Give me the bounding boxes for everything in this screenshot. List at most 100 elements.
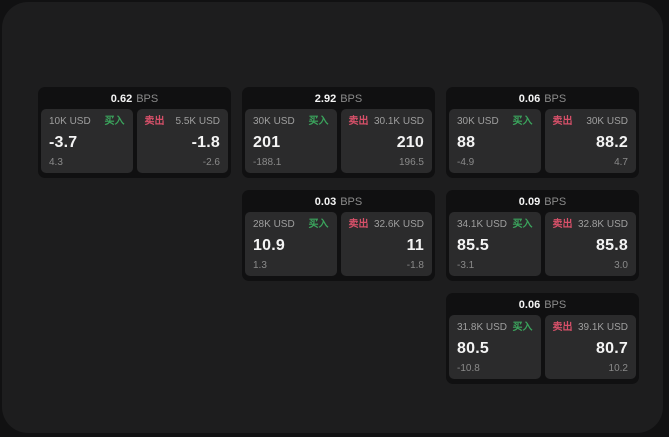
buy-tile-top: 28K USD 买入 [253, 219, 329, 230]
spread-value: 0.06 [518, 299, 541, 311]
spread-unit: BPS [340, 93, 363, 105]
sell-skew: -1.8 [406, 260, 424, 271]
quote-card-1: 0.62 BPS 10K USD 买入 -3.7 4.3 卖出 5.5K USD… [38, 87, 231, 178]
spread-value: 0.62 [110, 93, 133, 105]
sell-notional: 30K USD [586, 116, 628, 127]
spread-value: 0.03 [314, 196, 337, 208]
buy-notional: 10K USD [49, 116, 91, 127]
sell-notional: 5.5K USD [175, 116, 220, 127]
buy-price: 85.5 [457, 236, 489, 254]
buy-notional: 30K USD [457, 116, 499, 127]
buy-notional: 30K USD [253, 116, 295, 127]
buy-tile-top: 34.1K USD 买入 [457, 219, 533, 230]
sell-tile[interactable]: 卖出 5.5K USD -1.8 -2.6 [136, 109, 228, 173]
spread-header: 0.03 BPS [245, 192, 432, 212]
spread-unit: BPS [136, 93, 159, 105]
sell-notional: 39.1K USD [577, 322, 628, 333]
spread-unit: BPS [544, 299, 567, 311]
buy-skew: 4.3 [49, 157, 63, 168]
buy-side-label: 买入 [308, 116, 329, 127]
spread-value: 0.09 [518, 196, 541, 208]
quote-card-2: 2.92 BPS 30K USD 买入 201 -188.1 卖出 30.1K … [242, 87, 435, 178]
quote-card-6: 0.06 BPS 31.8K USD 买入 80.5 -10.8 卖出 39.1… [446, 293, 639, 384]
buy-skew: -188.1 [253, 157, 282, 168]
sell-price: 80.7 [596, 339, 628, 357]
buy-tile-top: 10K USD 买入 [49, 116, 125, 127]
quote-body: 30K USD 买入 201 -188.1 卖出 30.1K USD 210 1… [245, 109, 432, 173]
sell-tile[interactable]: 卖出 30K USD 88.2 4.7 [544, 109, 636, 173]
buy-notional: 34.1K USD [457, 219, 508, 230]
buy-tile-top: 31.8K USD 买入 [457, 322, 533, 333]
sell-skew: -2.6 [202, 157, 220, 168]
sell-price: 88.2 [596, 133, 628, 151]
sell-skew: 3.0 [614, 260, 628, 271]
spread-value: 0.06 [518, 93, 541, 105]
quote-body: 10K USD 买入 -3.7 4.3 卖出 5.5K USD -1.8 -2.… [41, 109, 228, 173]
sell-tile[interactable]: 卖出 32.6K USD 11 -1.8 [340, 212, 432, 276]
buy-skew: -3.1 [457, 260, 475, 271]
spread-value: 2.92 [314, 93, 337, 105]
sell-tile[interactable]: 卖出 32.8K USD 85.8 3.0 [544, 212, 636, 276]
sell-tile-top: 卖出 32.8K USD [553, 219, 629, 230]
buy-tile[interactable]: 30K USD 买入 201 -188.1 [245, 109, 337, 173]
buy-tile[interactable]: 10K USD 买入 -3.7 4.3 [41, 109, 133, 173]
buy-skew: -4.9 [457, 157, 475, 168]
sell-side-label: 卖出 [552, 219, 573, 230]
buy-side-label: 买入 [308, 219, 329, 230]
sell-tile-top: 卖出 5.5K USD [145, 116, 221, 127]
buy-price: 80.5 [457, 339, 489, 357]
spread-header: 2.92 BPS [245, 89, 432, 109]
buy-side-label: 买入 [512, 116, 533, 127]
quote-card-5: 0.09 BPS 34.1K USD 买入 85.5 -3.1 卖出 32.8K… [446, 190, 639, 281]
sell-side-label: 卖出 [348, 116, 369, 127]
quote-card-4: 0.03 BPS 28K USD 买入 10.9 1.3 卖出 32.6K US… [242, 190, 435, 281]
buy-tile[interactable]: 34.1K USD 买入 85.5 -3.1 [449, 212, 541, 276]
buy-notional: 31.8K USD [457, 322, 508, 333]
buy-price: 201 [253, 133, 281, 151]
pricing-panel: 0.62 BPS 10K USD 买入 -3.7 4.3 卖出 5.5K USD… [2, 2, 663, 433]
quote-card-3: 0.06 BPS 30K USD 买入 88 -4.9 卖出 30K USD 8… [446, 87, 639, 178]
sell-side-label: 卖出 [144, 116, 165, 127]
spread-unit: BPS [544, 196, 567, 208]
sell-price: 11 [406, 236, 424, 254]
buy-tile[interactable]: 31.8K USD 买入 80.5 -10.8 [449, 315, 541, 379]
buy-tile[interactable]: 30K USD 买入 88 -4.9 [449, 109, 541, 173]
sell-notional: 30.1K USD [373, 116, 424, 127]
buy-side-label: 买入 [512, 322, 533, 333]
sell-skew: 196.5 [398, 157, 424, 168]
buy-price: -3.7 [49, 133, 78, 151]
quote-body: 30K USD 买入 88 -4.9 卖出 30K USD 88.2 4.7 [449, 109, 636, 173]
sell-price: -1.8 [191, 133, 220, 151]
spread-header: 0.06 BPS [449, 295, 636, 315]
spread-unit: BPS [544, 93, 567, 105]
sell-tile-top: 卖出 32.6K USD [349, 219, 425, 230]
sell-price: 85.8 [596, 236, 628, 254]
spread-header: 0.62 BPS [41, 89, 228, 109]
sell-price: 210 [396, 133, 424, 151]
sell-notional: 32.6K USD [373, 219, 424, 230]
buy-side-label: 买入 [512, 219, 533, 230]
spread-header: 0.06 BPS [449, 89, 636, 109]
sell-tile-top: 卖出 30K USD [553, 116, 629, 127]
spread-unit: BPS [340, 196, 363, 208]
buy-side-label: 买入 [104, 116, 125, 127]
sell-skew: 4.7 [614, 157, 628, 168]
buy-price: 10.9 [253, 236, 285, 254]
quote-body: 34.1K USD 买入 85.5 -3.1 卖出 32.8K USD 85.8… [449, 212, 636, 276]
sell-tile[interactable]: 卖出 30.1K USD 210 196.5 [340, 109, 432, 173]
buy-tile-top: 30K USD 买入 [457, 116, 533, 127]
sell-tile-top: 卖出 39.1K USD [553, 322, 629, 333]
sell-tile[interactable]: 卖出 39.1K USD 80.7 10.2 [544, 315, 636, 379]
buy-tile-top: 30K USD 买入 [253, 116, 329, 127]
quote-body: 28K USD 买入 10.9 1.3 卖出 32.6K USD 11 -1.8 [245, 212, 432, 276]
buy-notional: 28K USD [253, 219, 295, 230]
quote-body: 31.8K USD 买入 80.5 -10.8 卖出 39.1K USD 80.… [449, 315, 636, 379]
buy-skew: -10.8 [457, 363, 480, 374]
buy-tile[interactable]: 28K USD 买入 10.9 1.3 [245, 212, 337, 276]
sell-notional: 32.8K USD [577, 219, 628, 230]
sell-tile-top: 卖出 30.1K USD [349, 116, 425, 127]
sell-side-label: 卖出 [552, 322, 573, 333]
buy-skew: 1.3 [253, 260, 267, 271]
spread-header: 0.09 BPS [449, 192, 636, 212]
sell-side-label: 卖出 [552, 116, 573, 127]
